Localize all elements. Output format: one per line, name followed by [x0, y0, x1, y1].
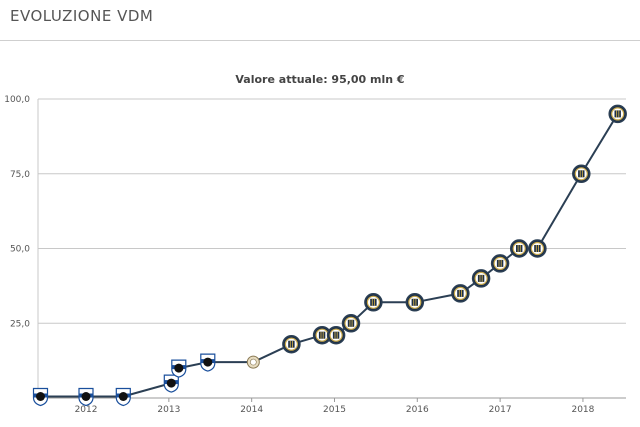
inter-crest-letters	[370, 298, 377, 306]
x-tick-label: 2013	[157, 405, 180, 415]
x-axis-ticks: 2012 2013 2014 2015 2016 2017 2018	[75, 398, 595, 415]
x-tick-label: 2016	[406, 405, 429, 415]
inter-crest-letters	[516, 245, 523, 252]
inter-crest-letters	[318, 331, 326, 339]
data-point-inter-crest	[608, 104, 627, 124]
inter-crest-letters	[534, 245, 541, 252]
data-point-inter-crest	[341, 314, 361, 333]
data-point-other-crest	[246, 355, 260, 369]
data-point-inter-crest	[312, 325, 332, 345]
x-tick-label: 2012	[75, 405, 98, 415]
data-point-inter-crest	[405, 293, 425, 312]
x-tick-label: 2014	[240, 405, 263, 415]
x-tick-label: 2017	[489, 405, 512, 415]
x-tick-label: 2018	[571, 405, 594, 415]
data-point-inter-crest	[509, 239, 529, 258]
data-point-sampdoria-crest	[163, 374, 179, 393]
data-point-inter-crest	[471, 269, 491, 288]
data-point-inter-crest	[364, 293, 383, 312]
inter-crest-letters	[496, 259, 504, 267]
data-point-inter-crest	[326, 325, 346, 345]
data-point-inter-crest	[282, 334, 301, 354]
inter-crest-letters	[332, 331, 340, 339]
data-point-sampdoria-crest	[32, 387, 49, 407]
markers-group	[32, 104, 627, 407]
page-title: EVOLUZIONE VDM	[10, 7, 154, 25]
sampdoria-crest-center	[166, 378, 176, 388]
inter-crest-letters	[347, 319, 355, 327]
y-tick-label: 50,0	[10, 245, 30, 255]
inter-crest-letters	[614, 110, 621, 118]
data-point-sampdoria-crest	[200, 353, 216, 372]
chart-title: Valore attuale: 95,00 mln €	[235, 73, 405, 86]
sampdoria-crest-center	[203, 357, 213, 367]
sampdoria-crest-center	[118, 392, 128, 401]
y-tick-label: 25,0	[10, 319, 30, 329]
sampdoria-crest-center	[36, 392, 45, 401]
inter-crest-letters	[288, 340, 295, 348]
y-axis-ticks: 100,0 75,0 50,0 25,0	[4, 95, 30, 329]
page-header: EVOLUZIONE VDM	[0, 0, 640, 41]
x-tick-label: 2015	[323, 405, 346, 415]
data-point-inter-crest	[528, 239, 547, 258]
data-point-inter-crest	[572, 164, 591, 184]
y-tick-label: 100,0	[4, 95, 30, 105]
data-point-sampdoria-crest	[78, 387, 94, 407]
data-point-inter-crest	[451, 284, 470, 303]
inter-crest-letters	[411, 298, 418, 306]
inter-crest-letters	[578, 170, 585, 178]
y-tick-label: 75,0	[10, 170, 30, 180]
inter-crest-letters	[477, 274, 485, 282]
sampdoria-crest-center	[81, 392, 91, 401]
inter-crest-letters	[457, 289, 464, 297]
sampdoria-crest-center	[174, 363, 184, 373]
other-crest-inner	[250, 358, 257, 366]
data-point-inter-crest	[490, 254, 510, 273]
data-point-sampdoria-crest	[115, 387, 131, 407]
data-point-sampdoria-crest	[171, 359, 187, 378]
